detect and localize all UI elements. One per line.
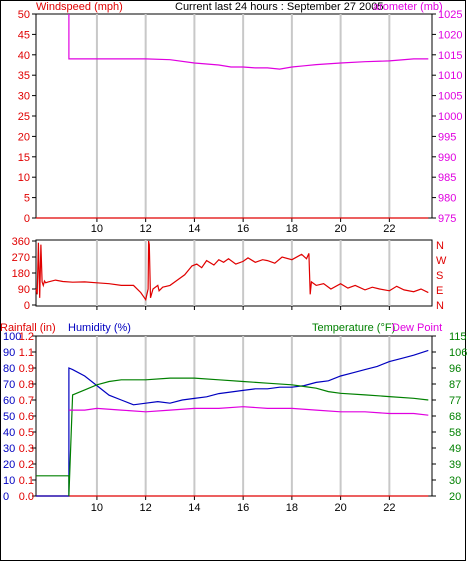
direction-tick-label: 180 [12,268,30,280]
temperature-tick-label: 106 [449,347,467,359]
rainfall-tick-label: 0.0 [19,491,34,503]
humidity-tick-label: 90 [3,347,15,359]
temperature-tick-label: 77 [449,395,461,407]
temperature-tick-label: 68 [449,411,461,423]
rainfall-axis-label: Rainfall (in) [0,322,56,334]
barometer-tick-label: 990 [438,152,456,164]
windspeed-tick-label: 30 [18,91,30,103]
rainfall-tick-label: 0.6 [19,411,34,423]
barometer-tick-label: 985 [438,172,456,184]
barometer-tick-label: 975 [438,213,456,225]
compass-label: S [436,270,443,282]
x-tick-label: 16 [237,223,249,235]
x-tick-label: 14 [188,502,200,514]
windspeed-tick-label: 35 [18,70,30,82]
plot-area [35,335,433,497]
windspeed-barometer-panel: 10 12 14 16 18 20 2205101520253035404550975980… [18,9,463,235]
barometer-tick-label: 995 [438,131,456,143]
compass-label: N [436,240,444,252]
x-tick-label: 16 [237,502,249,514]
humidity-tick-label: 30 [3,443,15,455]
direction-tick-label: 270 [12,252,30,264]
barometer-tick-label: 1010 [438,70,462,82]
rainfall-tick-label: 0.7 [19,395,34,407]
rainfall-tick-label: 0.8 [19,379,34,391]
temperature-axis-label: Temperature (°F) [312,322,395,334]
humidity-tick-label: 50 [3,411,15,423]
x-tick-label: 20 [334,223,346,235]
rainfall-tick-label: 0.3 [19,443,34,455]
temperature-line [36,377,429,497]
x-tick-label: 14 [188,223,200,235]
x-tick-label: 22 [383,223,395,235]
x-tick-label: 20 [334,502,346,514]
windspeed-tick-label: 15 [18,152,30,164]
rainfall-tick-label: 1.2 [19,331,34,343]
compass-label: N [436,300,444,312]
barometer-tick-label: 1020 [438,29,462,41]
temperature-tick-label: 96 [449,363,461,375]
x-tick-label: 12 [140,223,152,235]
direction-tick-label: 90 [18,284,30,296]
windspeed-tick-label: 5 [24,193,30,205]
windspeed-tick-label: 40 [18,50,30,62]
humidity-tick-label: 80 [3,363,15,375]
rainfall-tick-label: 0.1 [19,475,34,487]
barometer-line [68,14,429,70]
direction-tick-label: 360 [12,236,30,248]
x-tick-label: 12 [140,502,152,514]
x-tick-label: 10 [91,223,103,235]
compass-label: W [436,255,447,267]
x-tick-label: 18 [286,502,298,514]
humidity-tick-label: 100 [3,331,21,343]
rainfall-tick-label: 0.5 [19,427,34,439]
temperature-tick-label: 20 [449,491,461,503]
direction-tick-label: 0 [24,300,30,312]
wind-direction-line [35,240,429,302]
temperature-tick-label: 87 [449,379,461,391]
humidity-tick-label: 0 [3,491,9,503]
rainfall-tick-label: 1.1 [19,347,34,359]
barometer-tick-label: 980 [438,193,456,205]
x-tick-label: 18 [286,223,298,235]
temperature-tick-label: 115 [449,331,467,343]
humidity-tick-label: 40 [3,427,15,439]
rainfall-tick-label: 0.2 [19,459,34,471]
humidity-tick-label: 70 [3,379,15,391]
plot-area [35,13,433,219]
plot-area [35,239,433,307]
x-tick-label: 22 [383,502,395,514]
humidity-tick-label: 60 [3,395,15,407]
x-tick-label: 10 [91,502,103,514]
windspeed-tick-label: 10 [18,172,30,184]
windspeed-tick-label: 45 [18,29,30,41]
temperature-tick-label: 39 [449,459,461,471]
temperature-tick-label: 49 [449,443,461,455]
rain-humidity-temperature-panel: 10 12 14 16 18 20 22 0 0.0 10 0.1 20 0.2 30 0.3 40 0.5 50… [3,331,467,514]
barometer-tick-label: 1000 [438,111,462,123]
barometer-tick-label: 1015 [438,50,462,62]
windspeed-tick-label: 25 [18,111,30,123]
windspeed-tick-label: 50 [18,9,30,21]
dewpoint-line [68,406,429,416]
dewpoint-axis-label: Dew Point [392,322,442,334]
temperature-tick-label: 30 [449,475,461,487]
rainfall-tick-label: 0.9 [19,363,34,375]
windspeed-axis-label: Windspeed (mph) [36,1,123,13]
barometer-tick-label: 1005 [438,91,462,103]
humidity-axis-label: Humidity (%) [68,322,131,334]
humidity-tick-label: 10 [3,475,15,487]
windspeed-tick-label: 0 [24,213,30,225]
barometer-tick-label: 1025 [438,9,462,21]
compass-label: E [436,285,443,297]
chart-title: Current last 24 hours : September 27 200… [175,1,384,13]
humidity-line [36,349,429,497]
barometer-axis-label: arometer (mb) [373,1,443,13]
humidity-tick-label: 20 [3,459,15,471]
windspeed-tick-label: 20 [18,131,30,143]
temperature-tick-label: 58 [449,427,461,439]
